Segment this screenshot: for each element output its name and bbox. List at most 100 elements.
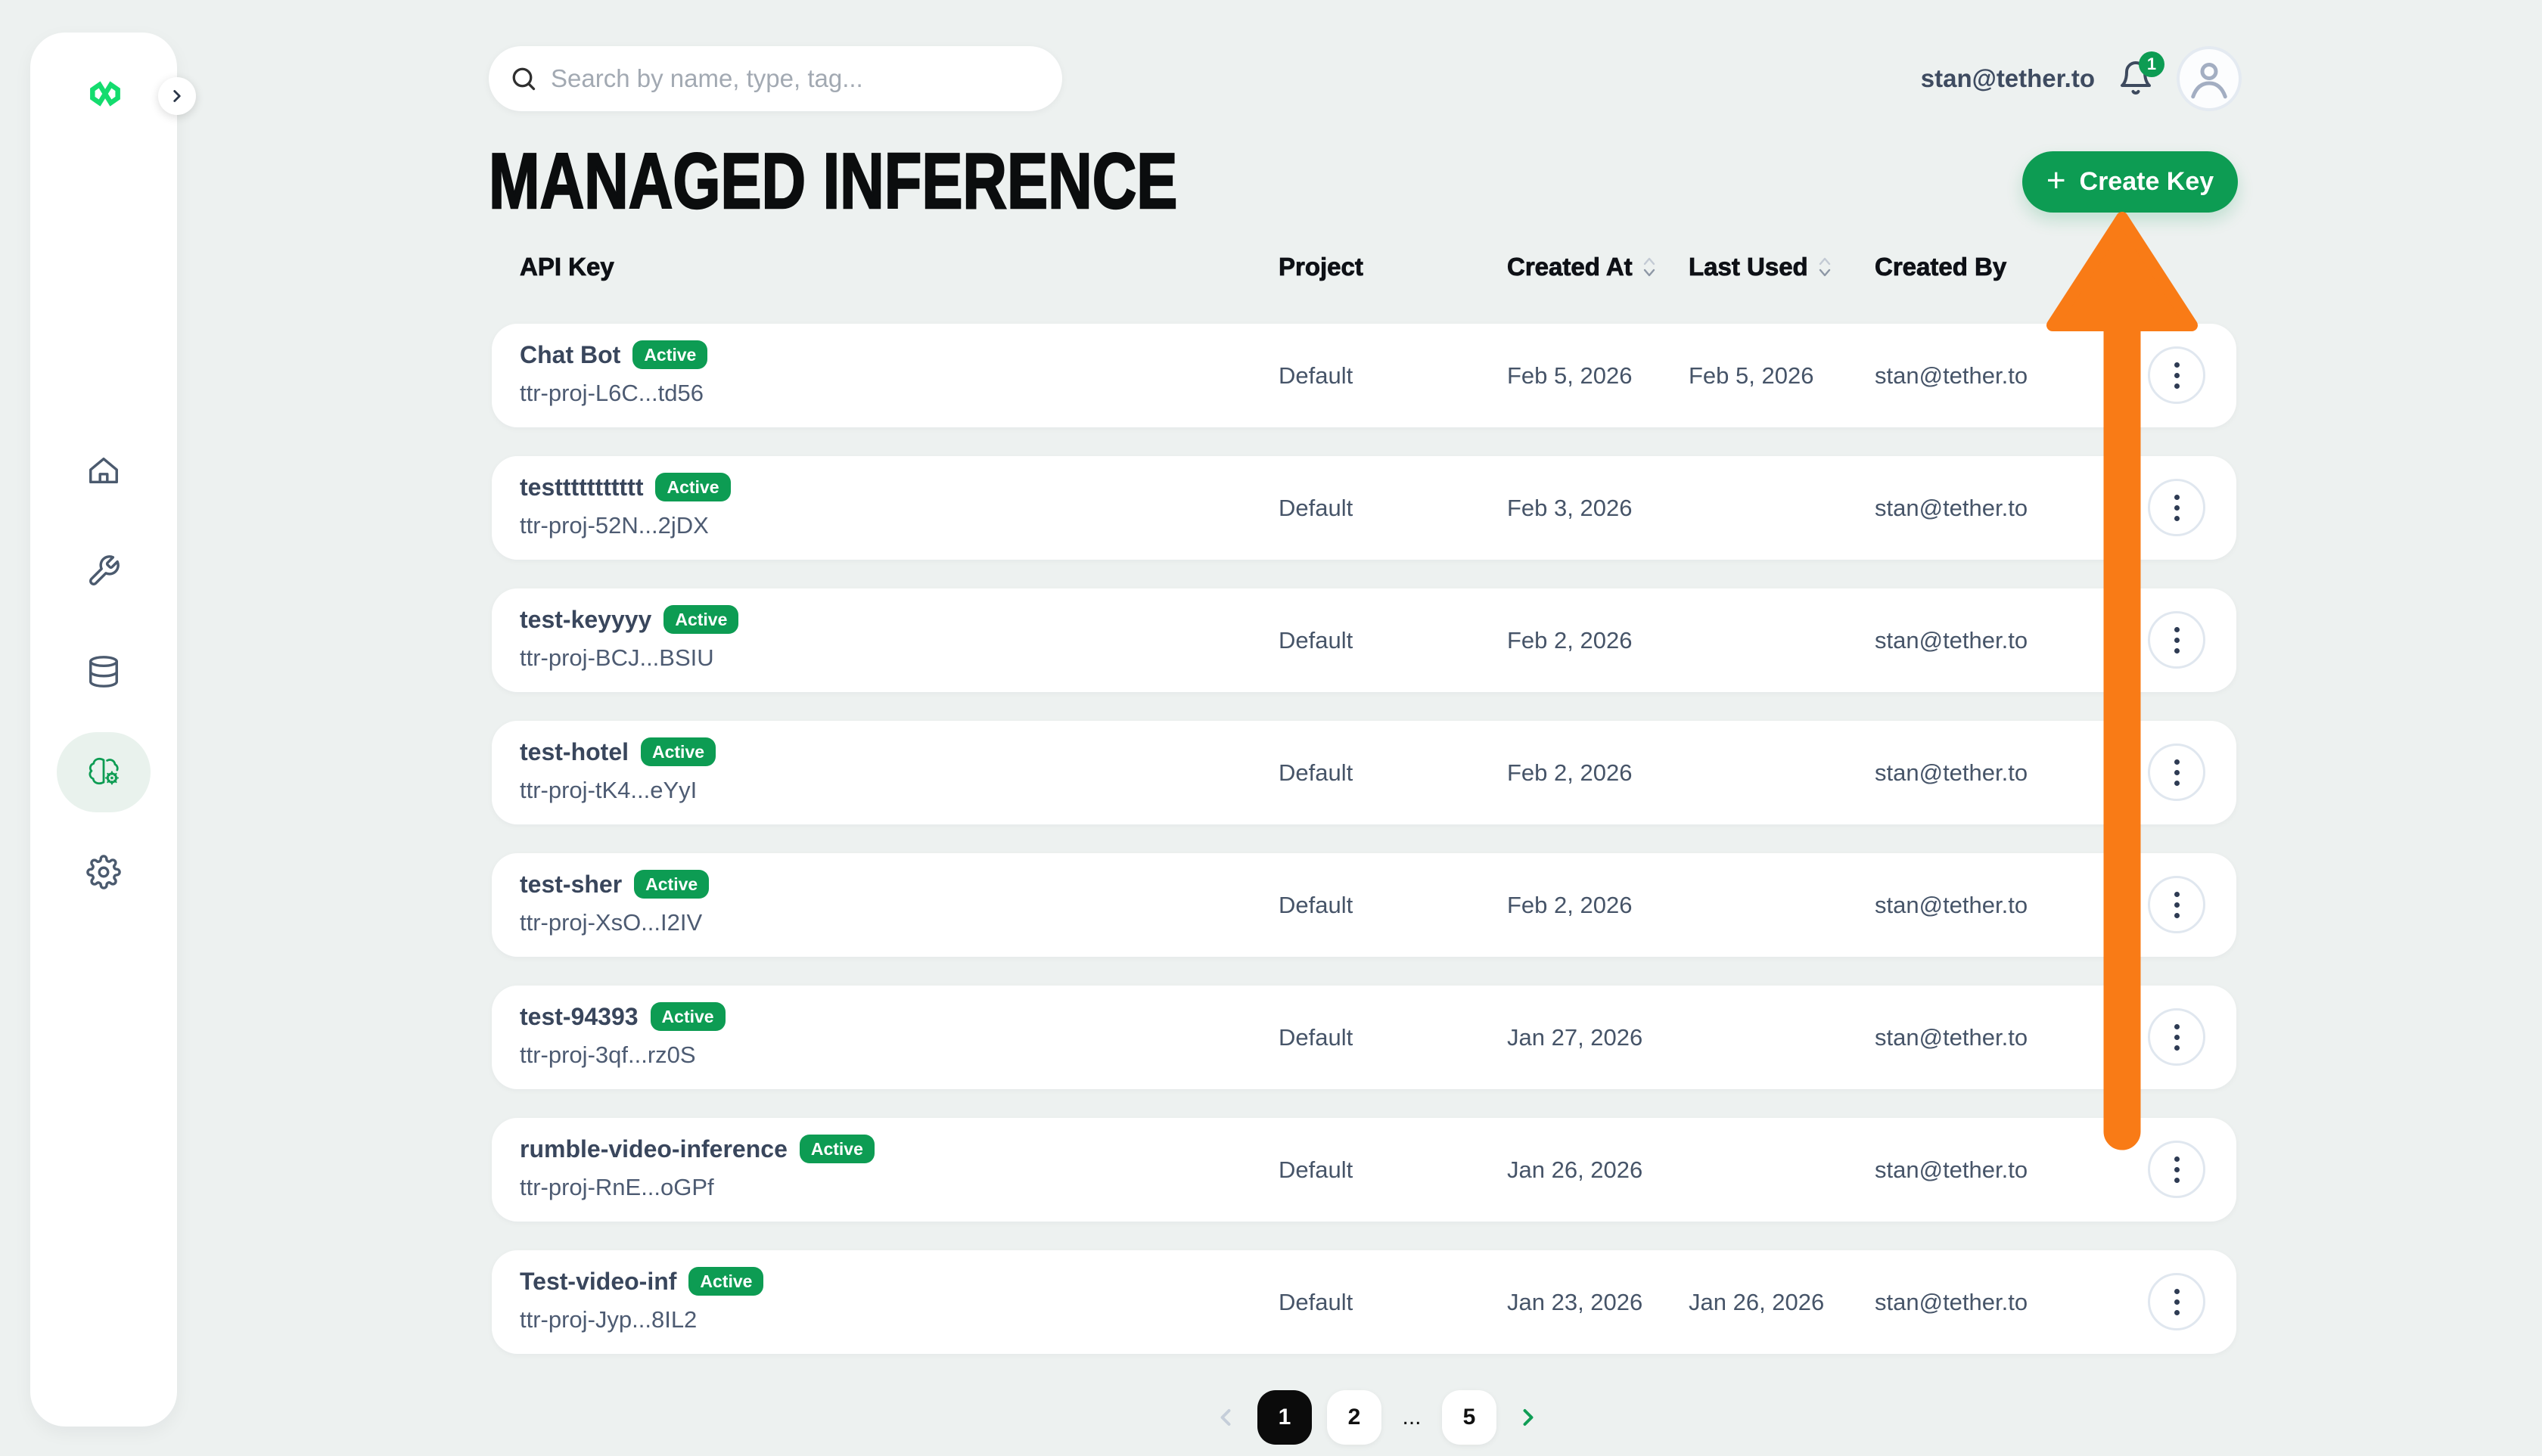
api-key-cell: test-keyyyy Active ttr-proj-BCJ...BSIU (520, 604, 739, 672)
created-by-cell: stan@tether.to (1875, 1156, 2028, 1183)
last-used-cell: Feb 5, 2026 (1689, 362, 1814, 389)
api-key-cell: testtttttttttt Active ttr-proj-52N...2jD… (520, 471, 731, 539)
search-bar (489, 46, 1062, 111)
row-actions-button[interactable] (2148, 479, 2205, 536)
pagination-page-2[interactable]: 2 (1327, 1390, 1381, 1445)
table-row: test-keyyyy Active ttr-proj-BCJ...BSIU D… (492, 588, 2236, 692)
plus-icon: + (2046, 161, 2066, 199)
api-key-id: ttr-proj-L6C...td56 (520, 380, 704, 406)
qvac-logo-icon (90, 81, 120, 107)
created-at-cell: Feb 3, 2026 (1507, 494, 1633, 521)
row-actions-button[interactable] (2148, 1008, 2205, 1066)
created-at-cell: Feb 2, 2026 (1507, 626, 1633, 653)
project-cell: Default (1279, 1023, 1353, 1051)
api-key-cell: rumble-video-inference Active ttr-proj-R… (520, 1133, 875, 1201)
brain-gear-icon (89, 757, 120, 785)
pagination-prev-button[interactable] (1209, 1401, 1242, 1434)
chevron-right-icon (173, 90, 181, 102)
pagination: 1 2 ... 5 (1209, 1389, 1545, 1446)
kebab-menu-icon (2174, 362, 2180, 368)
api-key-id: ttr-proj-tK4...eYyI (520, 777, 698, 803)
created-at-cell: Feb 2, 2026 (1507, 759, 1633, 786)
row-actions-button[interactable] (2148, 346, 2205, 404)
tools-icon (89, 555, 120, 585)
created-by-cell: stan@tether.to (1875, 494, 2028, 521)
created-by-cell: stan@tether.to (1875, 1023, 2028, 1051)
search-input[interactable] (551, 64, 1041, 93)
create-key-button[interactable]: + Create Key (2022, 151, 2238, 213)
pagination-page-1[interactable]: 1 (1257, 1390, 1312, 1445)
api-key-id: ttr-proj-BCJ...BSIU (520, 644, 714, 671)
sidebar-expand-button[interactable] (158, 77, 196, 115)
status-badge: Active (650, 1002, 726, 1031)
row-actions-button[interactable] (2148, 876, 2205, 933)
api-key-name: rumble-video-inference (520, 1135, 788, 1163)
table-header: API Key Project Created At Last Used Cre… (492, 250, 2236, 284)
kebab-menu-icon (2174, 1288, 2180, 1294)
column-header-api-key: API Key (520, 253, 615, 281)
page-title: MANAGED INFERENCE (488, 138, 1178, 225)
project-cell: Default (1279, 362, 1353, 389)
status-badge: Active (655, 473, 731, 501)
api-key-id: ttr-proj-Jyp...8IL2 (520, 1306, 698, 1333)
api-key-id: ttr-proj-3qf...rz0S (520, 1042, 696, 1068)
created-at-cell: Feb 2, 2026 (1507, 891, 1633, 918)
sidebar-item-database[interactable] (57, 632, 151, 712)
status-badge: Active (634, 870, 710, 899)
notifications-button[interactable]: 1 (2116, 51, 2164, 98)
sidebar (30, 33, 196, 1427)
created-at-cell: Jan 27, 2026 (1507, 1023, 1643, 1051)
user-avatar-icon (2191, 62, 2227, 99)
api-key-name: test-hotel (520, 737, 629, 765)
sidebar-item-home[interactable] (57, 430, 151, 511)
user-avatar[interactable] (2177, 46, 2242, 111)
row-actions-button[interactable] (2148, 1141, 2205, 1198)
table-row: rumble-video-inference Active ttr-proj-R… (492, 1118, 2236, 1222)
row-actions-button[interactable] (2148, 611, 2205, 669)
chevron-left-icon (1220, 1409, 1231, 1426)
sidebar-item-tools[interactable] (57, 531, 151, 611)
api-key-name: Chat Bot (520, 340, 621, 368)
api-key-name: Test-video-inf (520, 1267, 677, 1295)
created-at-cell: Jan 26, 2026 (1507, 1156, 1643, 1183)
created-by-cell: stan@tether.to (1875, 626, 2028, 653)
status-badge: Active (641, 737, 716, 766)
project-cell: Default (1279, 1156, 1353, 1183)
row-actions-button[interactable] (2148, 744, 2205, 801)
notification-badge: 1 (2139, 51, 2164, 77)
table-row: test-94393 Active ttr-proj-3qf...rz0S De… (492, 986, 2236, 1089)
user-email: stan@tether.to (1920, 64, 2095, 92)
sidebar-item-settings[interactable] (57, 832, 151, 912)
api-key-id: ttr-proj-52N...2jDX (520, 512, 709, 539)
column-header-created-at[interactable]: Created At (1507, 250, 1657, 284)
search-icon (512, 67, 536, 91)
table-row: Test-video-inf Active ttr-proj-Jyp...8IL… (492, 1250, 2236, 1354)
status-badge: Active (688, 1267, 764, 1296)
api-key-cell: test-sher Active ttr-proj-XsO...I2IV (520, 868, 710, 936)
created-by-cell: stan@tether.to (1875, 362, 2028, 389)
kebab-menu-icon (2174, 1156, 2180, 1162)
kebab-menu-icon (2174, 891, 2180, 897)
table-row: test-hotel Active ttr-proj-tK4...eYyI De… (492, 721, 2236, 824)
api-key-cell: test-94393 Active ttr-proj-3qf...rz0S (520, 1001, 726, 1069)
api-key-name: test-94393 (520, 1002, 639, 1030)
kebab-menu-icon (2174, 1023, 2180, 1029)
column-header-last-used[interactable]: Last Used (1689, 250, 1832, 284)
project-cell: Default (1279, 626, 1353, 653)
pagination-ellipsis: ... (1402, 1405, 1422, 1430)
api-key-id: ttr-proj-RnE...oGPf (520, 1174, 714, 1200)
status-badge: Active (632, 340, 708, 369)
settings-gear-icon (86, 855, 121, 889)
user-cluster: stan@tether.to 1 (1921, 46, 2242, 111)
api-key-list: Chat Bot Active ttr-proj-L6C...td56 Defa… (492, 324, 2236, 1456)
created-by-cell: stan@tether.to (1875, 891, 2028, 918)
project-cell: Default (1279, 494, 1353, 521)
status-badge: Active (799, 1135, 875, 1163)
pagination-page-5[interactable]: 5 (1442, 1390, 1496, 1445)
pagination-next-button[interactable] (1512, 1401, 1545, 1434)
chevron-right-icon (1523, 1409, 1534, 1426)
kebab-menu-icon (2174, 759, 2180, 765)
kebab-menu-icon (2174, 494, 2180, 500)
sidebar-item-managed-inference[interactable] (57, 732, 151, 812)
row-actions-button[interactable] (2148, 1273, 2205, 1330)
